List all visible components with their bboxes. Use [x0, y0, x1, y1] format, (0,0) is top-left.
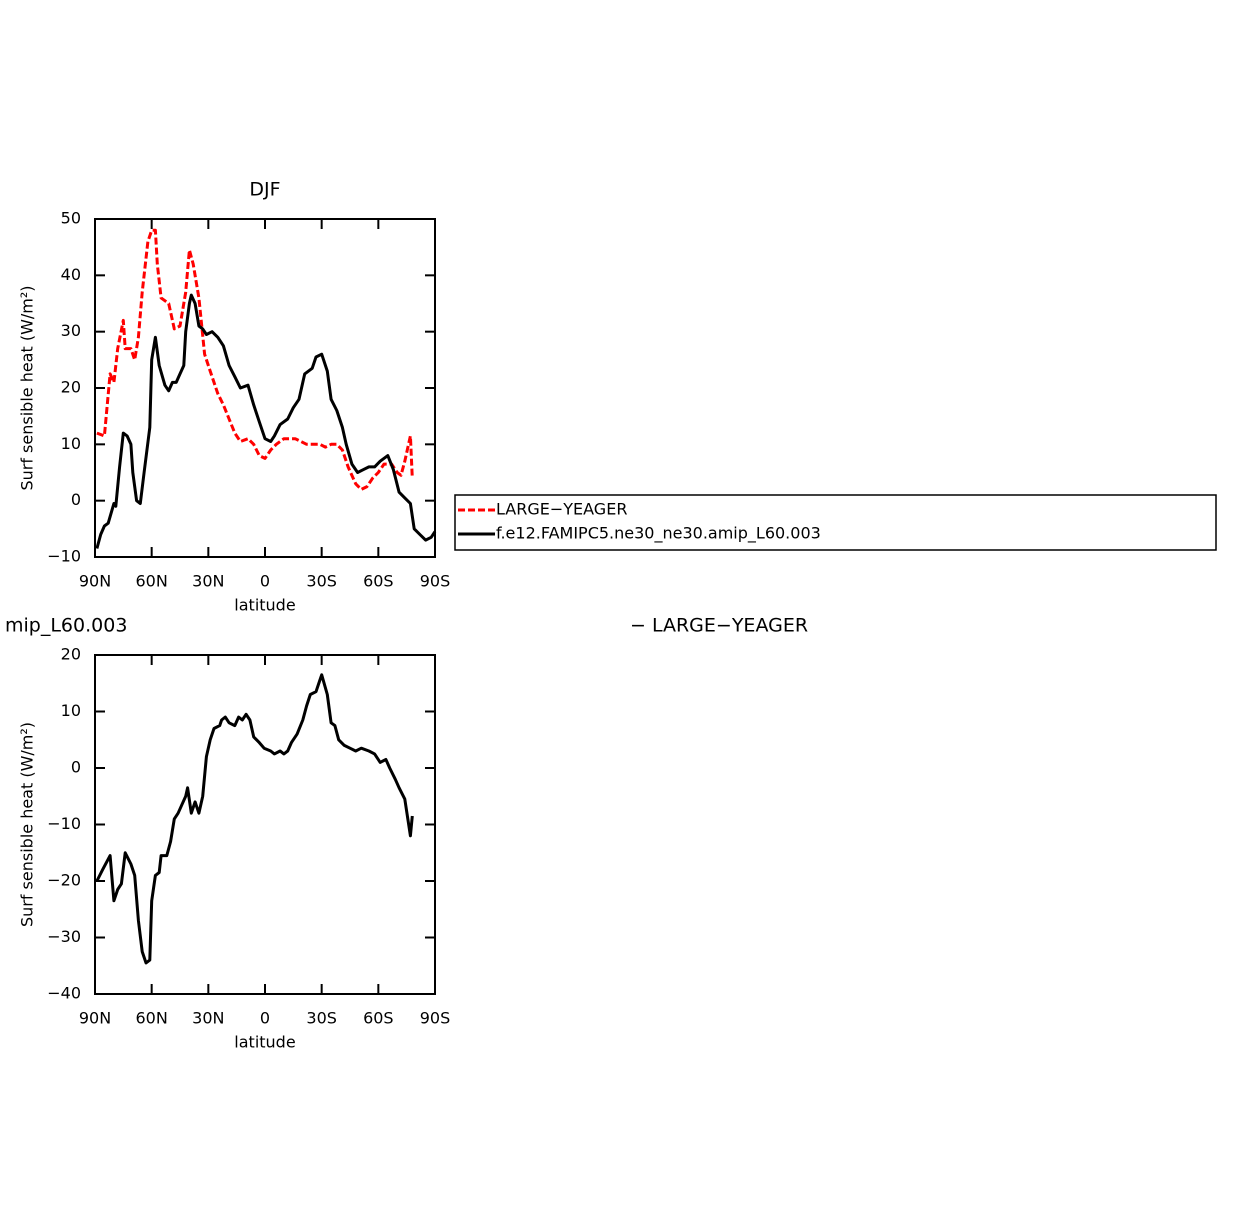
x-tick-label: 0 [260, 572, 270, 591]
x-tick-label: 90N [79, 572, 111, 591]
x-tick-label: 30S [306, 1009, 337, 1028]
y-axis-label: Surf sensible heat (W/m²) [18, 722, 37, 927]
x-tick-label: 60N [136, 572, 168, 591]
chart-title-fragment: mip_L60.003 [5, 615, 127, 637]
y-tick-label: −20 [47, 871, 81, 890]
y-tick-label: 40 [61, 265, 81, 284]
series-line [96, 228, 414, 491]
x-axis-label: latitude [234, 596, 295, 615]
y-tick-label: −30 [47, 927, 81, 946]
x-tick-label: 60S [363, 572, 394, 591]
x-tick-label: 60N [136, 1009, 168, 1028]
y-tick-label: 30 [61, 321, 81, 340]
x-tick-label: 30S [306, 572, 337, 591]
y-tick-label: −10 [47, 547, 81, 566]
chart-title: DJF [249, 179, 280, 201]
y-tick-label: −40 [47, 984, 81, 1003]
x-tick-label: 60S [363, 1009, 394, 1028]
series-line [95, 293, 437, 549]
y-tick-label: 50 [61, 209, 81, 228]
y-tick-label: 10 [61, 701, 81, 720]
x-tick-label: 90S [420, 1009, 451, 1028]
legend-box [454, 494, 1217, 551]
y-tick-label: 20 [61, 645, 81, 664]
x-tick-label: 30N [192, 572, 224, 591]
y-tick-label: 0 [71, 490, 81, 509]
x-tick-label: 30N [192, 1009, 224, 1028]
y-tick-label: −10 [47, 814, 81, 833]
series-line [95, 673, 414, 965]
x-tick-label: 90N [79, 1009, 111, 1028]
y-tick-label: 20 [61, 378, 81, 397]
x-tick-label: 90S [420, 572, 451, 591]
x-axis-label: latitude [234, 1033, 295, 1052]
y-tick-label: 10 [61, 434, 81, 453]
chart-title-fragment: − LARGE−YEAGER [630, 615, 808, 637]
legend-label: LARGE−YEAGER [496, 500, 627, 519]
x-tick-label: 0 [260, 1009, 270, 1028]
y-tick-label: 0 [71, 758, 81, 777]
legend-label: f.e12.FAMIPC5.ne30_ne30.amip_L60.003 [496, 524, 821, 544]
y-axis-label: Surf sensible heat (W/m²) [18, 285, 37, 490]
